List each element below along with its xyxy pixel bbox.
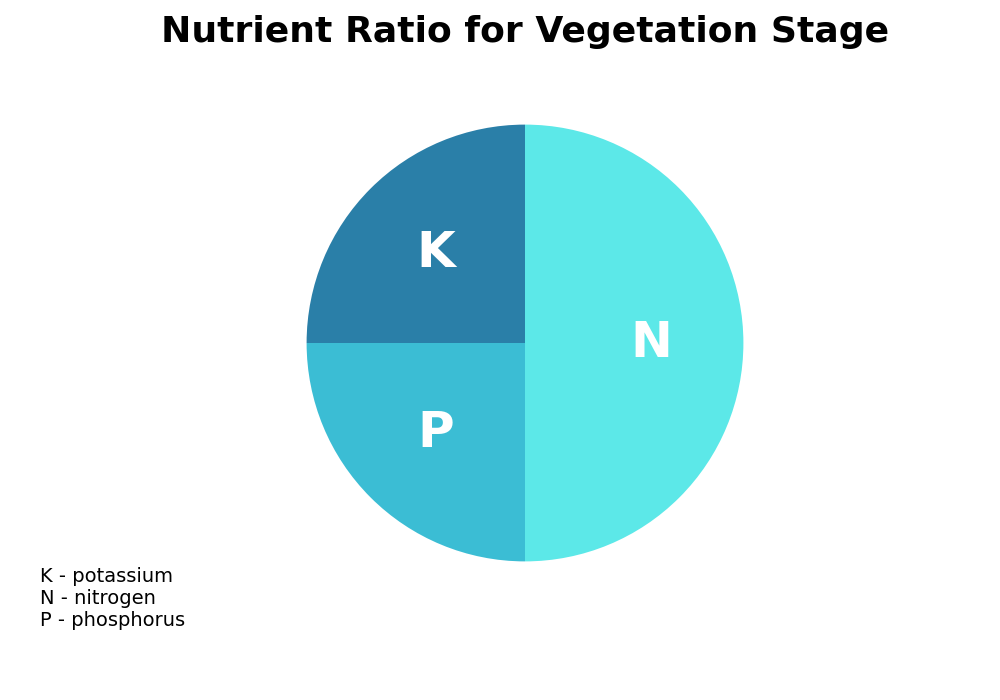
Text: P: P [417, 409, 454, 456]
Text: K: K [416, 230, 455, 277]
Text: K - potassium
N - nitrogen
P - phosphorus: K - potassium N - nitrogen P - phosphoru… [40, 567, 185, 630]
Wedge shape [307, 343, 525, 561]
Title: Nutrient Ratio for Vegetation Stage: Nutrient Ratio for Vegetation Stage [161, 15, 889, 49]
Wedge shape [307, 125, 525, 343]
Wedge shape [525, 125, 743, 561]
Text: N: N [631, 319, 673, 367]
